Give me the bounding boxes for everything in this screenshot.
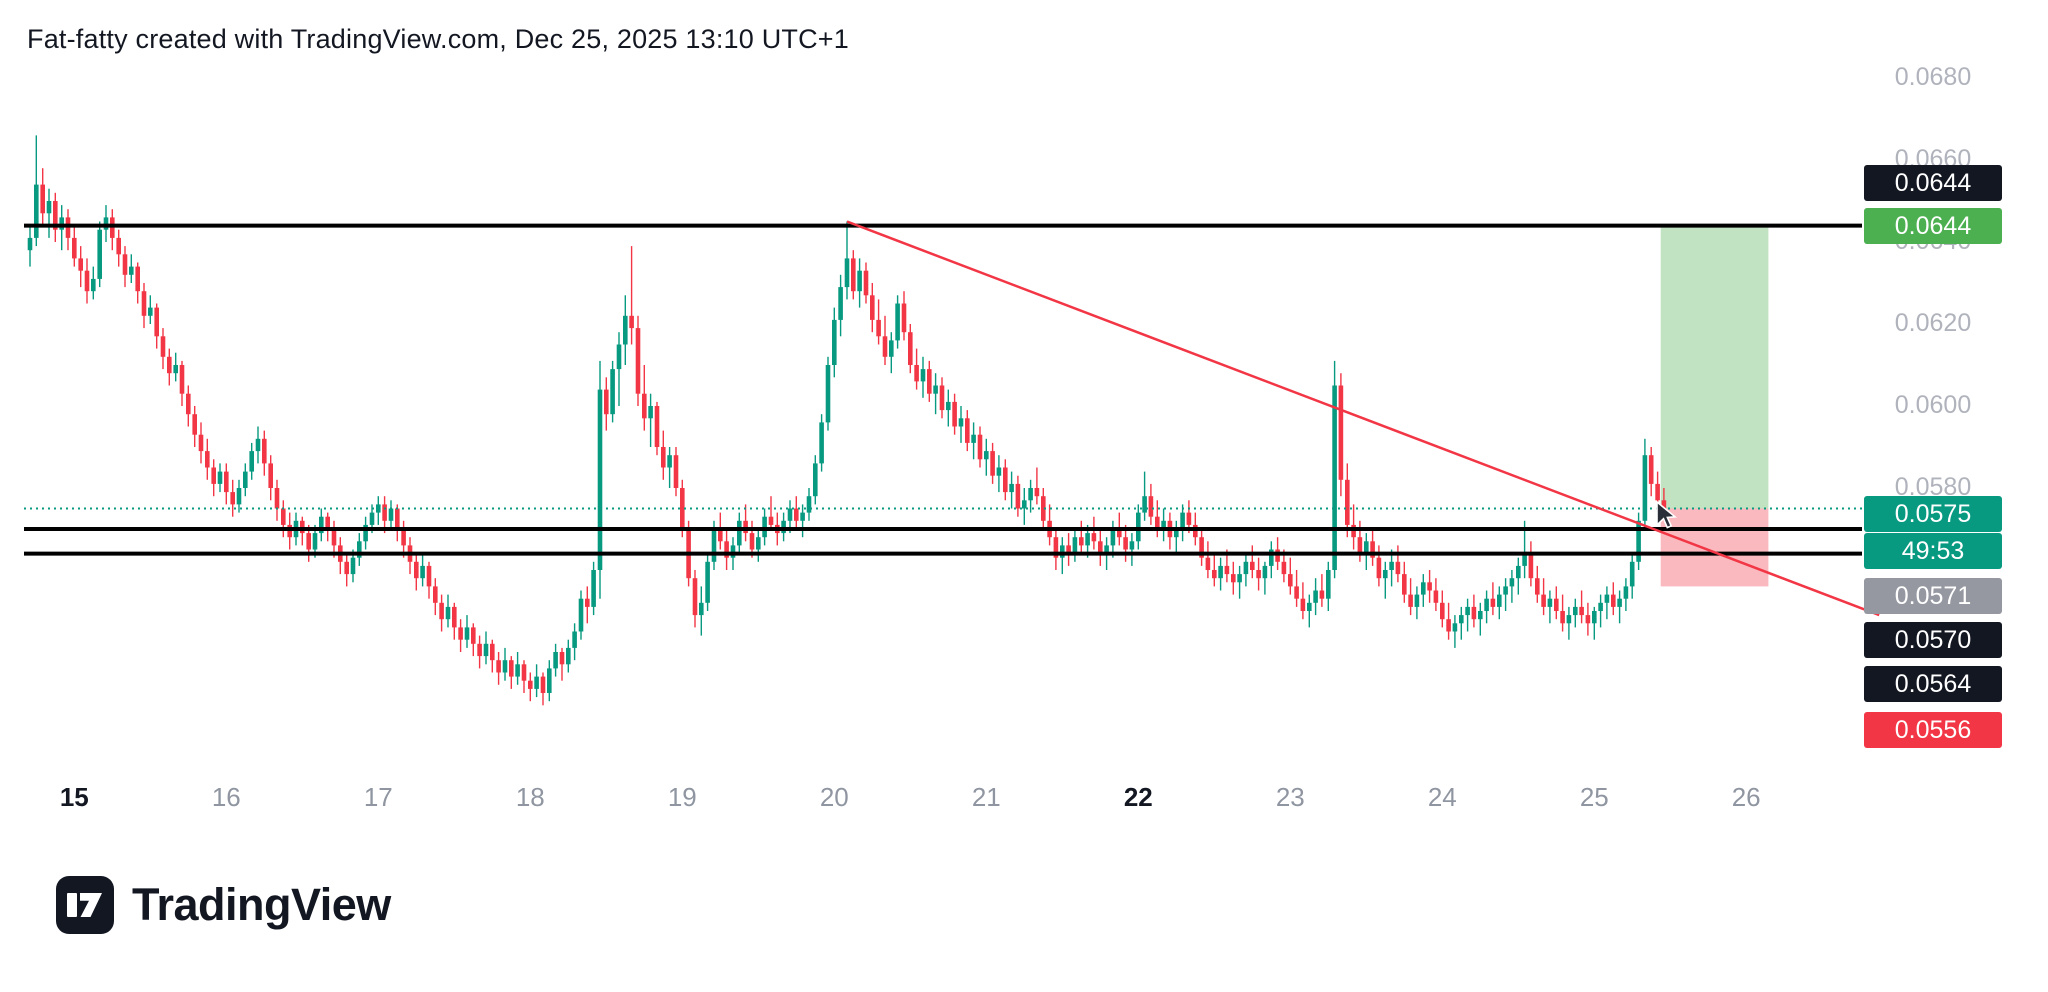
long-position-loss-zone[interactable] — [1660, 508, 1769, 587]
time-axis-label: 21 — [971, 782, 1001, 812]
price-axis-label: 0.0620 — [1894, 309, 1972, 337]
trendline[interactable] — [846, 220, 1880, 617]
tradingview-logo[interactable]: TradingView — [56, 876, 391, 934]
time-axis-label: 15 — [59, 782, 89, 812]
time-axis-label: 20 — [819, 782, 849, 812]
time-axis-label: 26 — [1731, 782, 1761, 812]
price-badge: 0.0644 — [1864, 208, 2002, 244]
countdown-badge: 49:53 — [1864, 533, 2002, 569]
time-axis-label: 19 — [667, 782, 697, 812]
candlestick-series — [27, 135, 1667, 706]
time-axis[interactable]: 15 16 17 18 19 20 21 22 23 24 25 26 — [0, 772, 2048, 824]
time-axis-label: 23 — [1275, 782, 1305, 812]
price-axis-label: 0.0600 — [1894, 391, 1972, 419]
price-badge: 0.0556 — [1864, 712, 2002, 748]
price-badge: 0.0575 — [1864, 496, 2002, 532]
time-axis-label: 25 — [1579, 782, 1609, 812]
time-axis-label: 18 — [515, 782, 545, 812]
price-axis[interactable]: 0.06800.06600.06400.06200.06000.05800.06… — [1862, 0, 2048, 992]
price-badge: 0.0570 — [1864, 622, 2002, 658]
chart-canvas[interactable] — [0, 0, 2048, 860]
price-axis-label: 0.0680 — [1894, 63, 1972, 91]
long-position-profit-zone[interactable] — [1660, 225, 1769, 509]
tradingview-logo-text: TradingView — [132, 879, 391, 930]
time-axis-label: 16 — [211, 782, 241, 812]
tradingview-logo-icon — [56, 876, 114, 934]
price-badge: 0.0644 — [1864, 165, 2002, 201]
time-axis-label: 22 — [1123, 782, 1153, 812]
chart-title: Fat-fatty created with TradingView.com, … — [27, 24, 849, 54]
price-badge: 0.0571 — [1864, 578, 2002, 614]
time-axis-label: 17 — [363, 782, 393, 812]
mouse-cursor — [1656, 501, 1678, 529]
price-badge: 0.0564 — [1864, 666, 2002, 702]
time-axis-label: 24 — [1427, 782, 1457, 812]
